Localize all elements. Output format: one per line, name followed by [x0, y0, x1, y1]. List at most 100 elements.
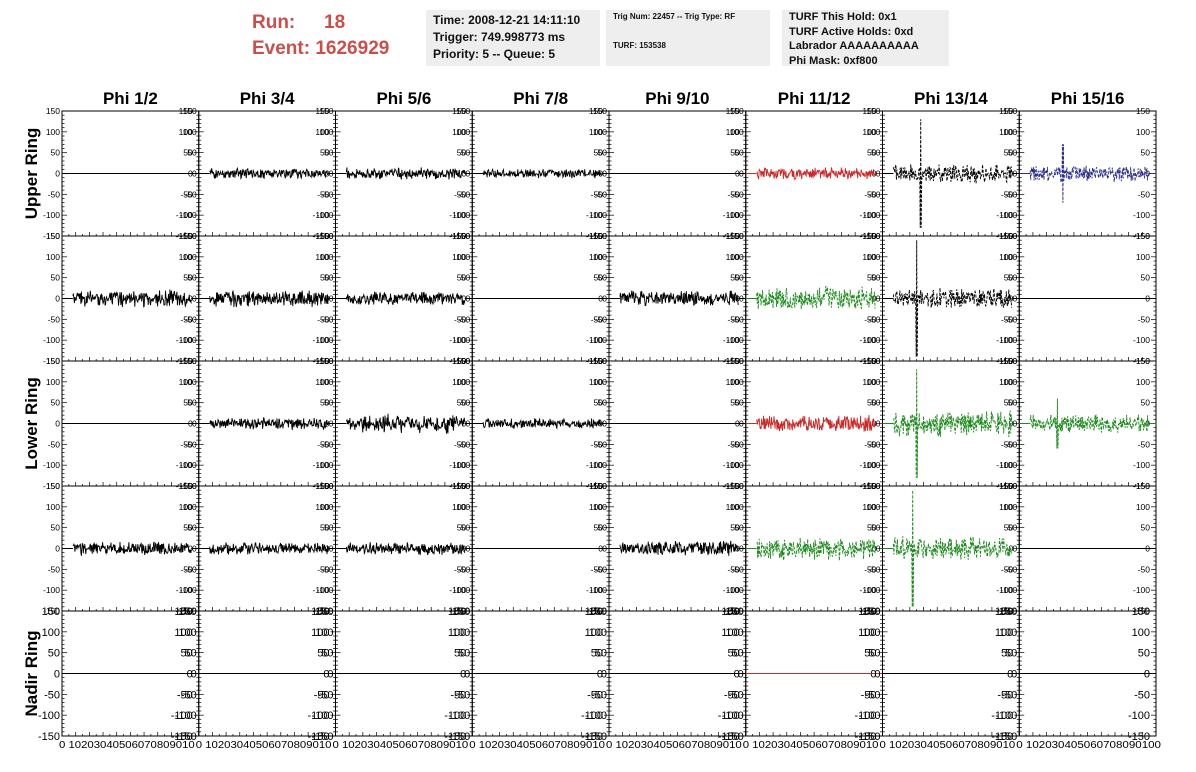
y-tick-label: 50: [868, 648, 880, 660]
y-tick-label: 100: [1136, 127, 1150, 137]
y-tick-label: 0: [55, 169, 60, 179]
y-tick-label: 150: [593, 231, 607, 241]
y-tick-label: 150: [589, 106, 603, 116]
column-header: Phi 11/12: [778, 89, 851, 108]
y-tick-label: -100: [723, 585, 740, 595]
y-tick-label: 50: [324, 523, 334, 533]
column-header: Phi 5/6: [376, 89, 431, 108]
waveform-trace: [209, 166, 329, 180]
y-tick-label: 150: [589, 231, 603, 241]
y-tick-label: -50: [724, 689, 740, 701]
x-tick-label: 0 10203040506070809010: [196, 740, 332, 751]
y-tick-label: 150: [589, 481, 603, 491]
y-tick-label: 0: [874, 668, 880, 680]
y-tick-label: 50: [187, 398, 197, 408]
waveform-trace: [72, 541, 192, 556]
y-tick-label: -100: [859, 335, 876, 345]
y-tick-label: -50: [321, 189, 334, 199]
y-tick-label: -50: [731, 439, 744, 449]
y-tick-label: -100: [1000, 585, 1017, 595]
y-tick-label: 50: [324, 148, 334, 158]
y-tick-label: 150: [46, 356, 60, 366]
turf-active-holds-text: TURF Active Holds: 0xd: [789, 25, 914, 38]
y-tick-label: -100: [43, 210, 60, 220]
y-tick-label: -100: [590, 585, 607, 595]
x-tick-label: 0 102030405060708090100: [1016, 740, 1161, 751]
y-tick-label: 150: [999, 606, 1017, 618]
y-tick-label: 150: [183, 356, 197, 366]
y-tick-label: -100: [316, 335, 333, 345]
y-tick-label: -100: [312, 210, 329, 220]
y-tick-label: 50: [591, 648, 603, 660]
y-tick-label: 50: [734, 523, 744, 533]
waveform-trace: [346, 413, 466, 435]
y-tick-label: 100: [866, 252, 880, 262]
y-tick-label: -100: [859, 585, 876, 595]
y-tick-label: 100: [452, 627, 470, 639]
y-tick-label: -100: [996, 460, 1013, 470]
y-tick-label: 50: [1141, 398, 1151, 408]
y-tick-label: 0: [54, 668, 60, 680]
y-tick-label: -100: [581, 710, 603, 722]
row-label: Lower Ring: [22, 377, 41, 470]
y-tick-label: -50: [1005, 439, 1018, 449]
y-tick-label: -150: [1128, 731, 1150, 743]
y-tick-label: -50: [184, 439, 197, 449]
y-tick-label: -50: [1001, 689, 1017, 701]
y-tick-label: 0: [876, 419, 881, 429]
y-tick-label: -100: [176, 335, 193, 345]
y-tick-label: 150: [315, 606, 333, 618]
y-tick-label: 0: [876, 294, 881, 304]
y-tick-label: -50: [865, 689, 881, 701]
y-tick-label: -100: [586, 585, 603, 595]
y-tick-label: 50: [457, 148, 467, 158]
y-tick-label: 150: [178, 606, 196, 618]
y-tick-label: 0: [872, 544, 877, 554]
y-tick-label: 100: [866, 502, 880, 512]
y-tick-label: 150: [585, 606, 603, 618]
labrador-text: Labrador AAAAAAAAAA: [789, 40, 919, 52]
y-tick-label: -100: [448, 710, 470, 722]
y-tick-label: 150: [456, 106, 470, 116]
y-tick-label: -50: [450, 689, 466, 701]
y-tick-label: 50: [51, 398, 61, 408]
y-tick-label: 0: [739, 544, 744, 554]
y-tick-label: 150: [862, 356, 876, 366]
y-tick-label: -50: [1005, 314, 1018, 324]
y-tick-label: 50: [324, 273, 334, 283]
y-tick-label: -100: [586, 335, 603, 345]
y-tick-label: -150: [854, 731, 876, 743]
y-tick-label: 50: [320, 398, 330, 408]
x-tick-label: 0 10203040506070809010: [880, 740, 1016, 751]
y-tick-label: 100: [179, 252, 193, 262]
y-tick-label: 150: [311, 606, 329, 618]
y-tick-label: -50: [727, 564, 740, 574]
y-tick-label: 150: [319, 106, 333, 116]
y-tick-label: 150: [589, 356, 603, 366]
waveform-trace: [1029, 398, 1149, 449]
y-tick-label: -150: [307, 731, 329, 743]
y-tick-label: 150: [46, 231, 60, 241]
y-tick-label: -50: [317, 564, 330, 574]
y-tick-label: 50: [187, 148, 197, 158]
y-tick-label: -100: [307, 710, 329, 722]
y-tick-label: 100: [726, 502, 740, 512]
turf-info-box: TURF This Hold: 0x1 TURF Active Holds: 0…: [782, 10, 949, 67]
y-tick-label: 100: [593, 377, 607, 387]
y-tick-label: -50: [1138, 314, 1151, 324]
y-tick-label: 50: [867, 148, 877, 158]
y-tick-label: -50: [48, 564, 61, 574]
y-tick-label: -100: [718, 710, 740, 722]
y-tick-label: -100: [444, 710, 466, 722]
y-tick-label: 150: [183, 481, 197, 491]
y-tick-label: 50: [598, 523, 608, 533]
waveform-trace: [1029, 144, 1149, 203]
event-label: Event:: [252, 38, 311, 59]
